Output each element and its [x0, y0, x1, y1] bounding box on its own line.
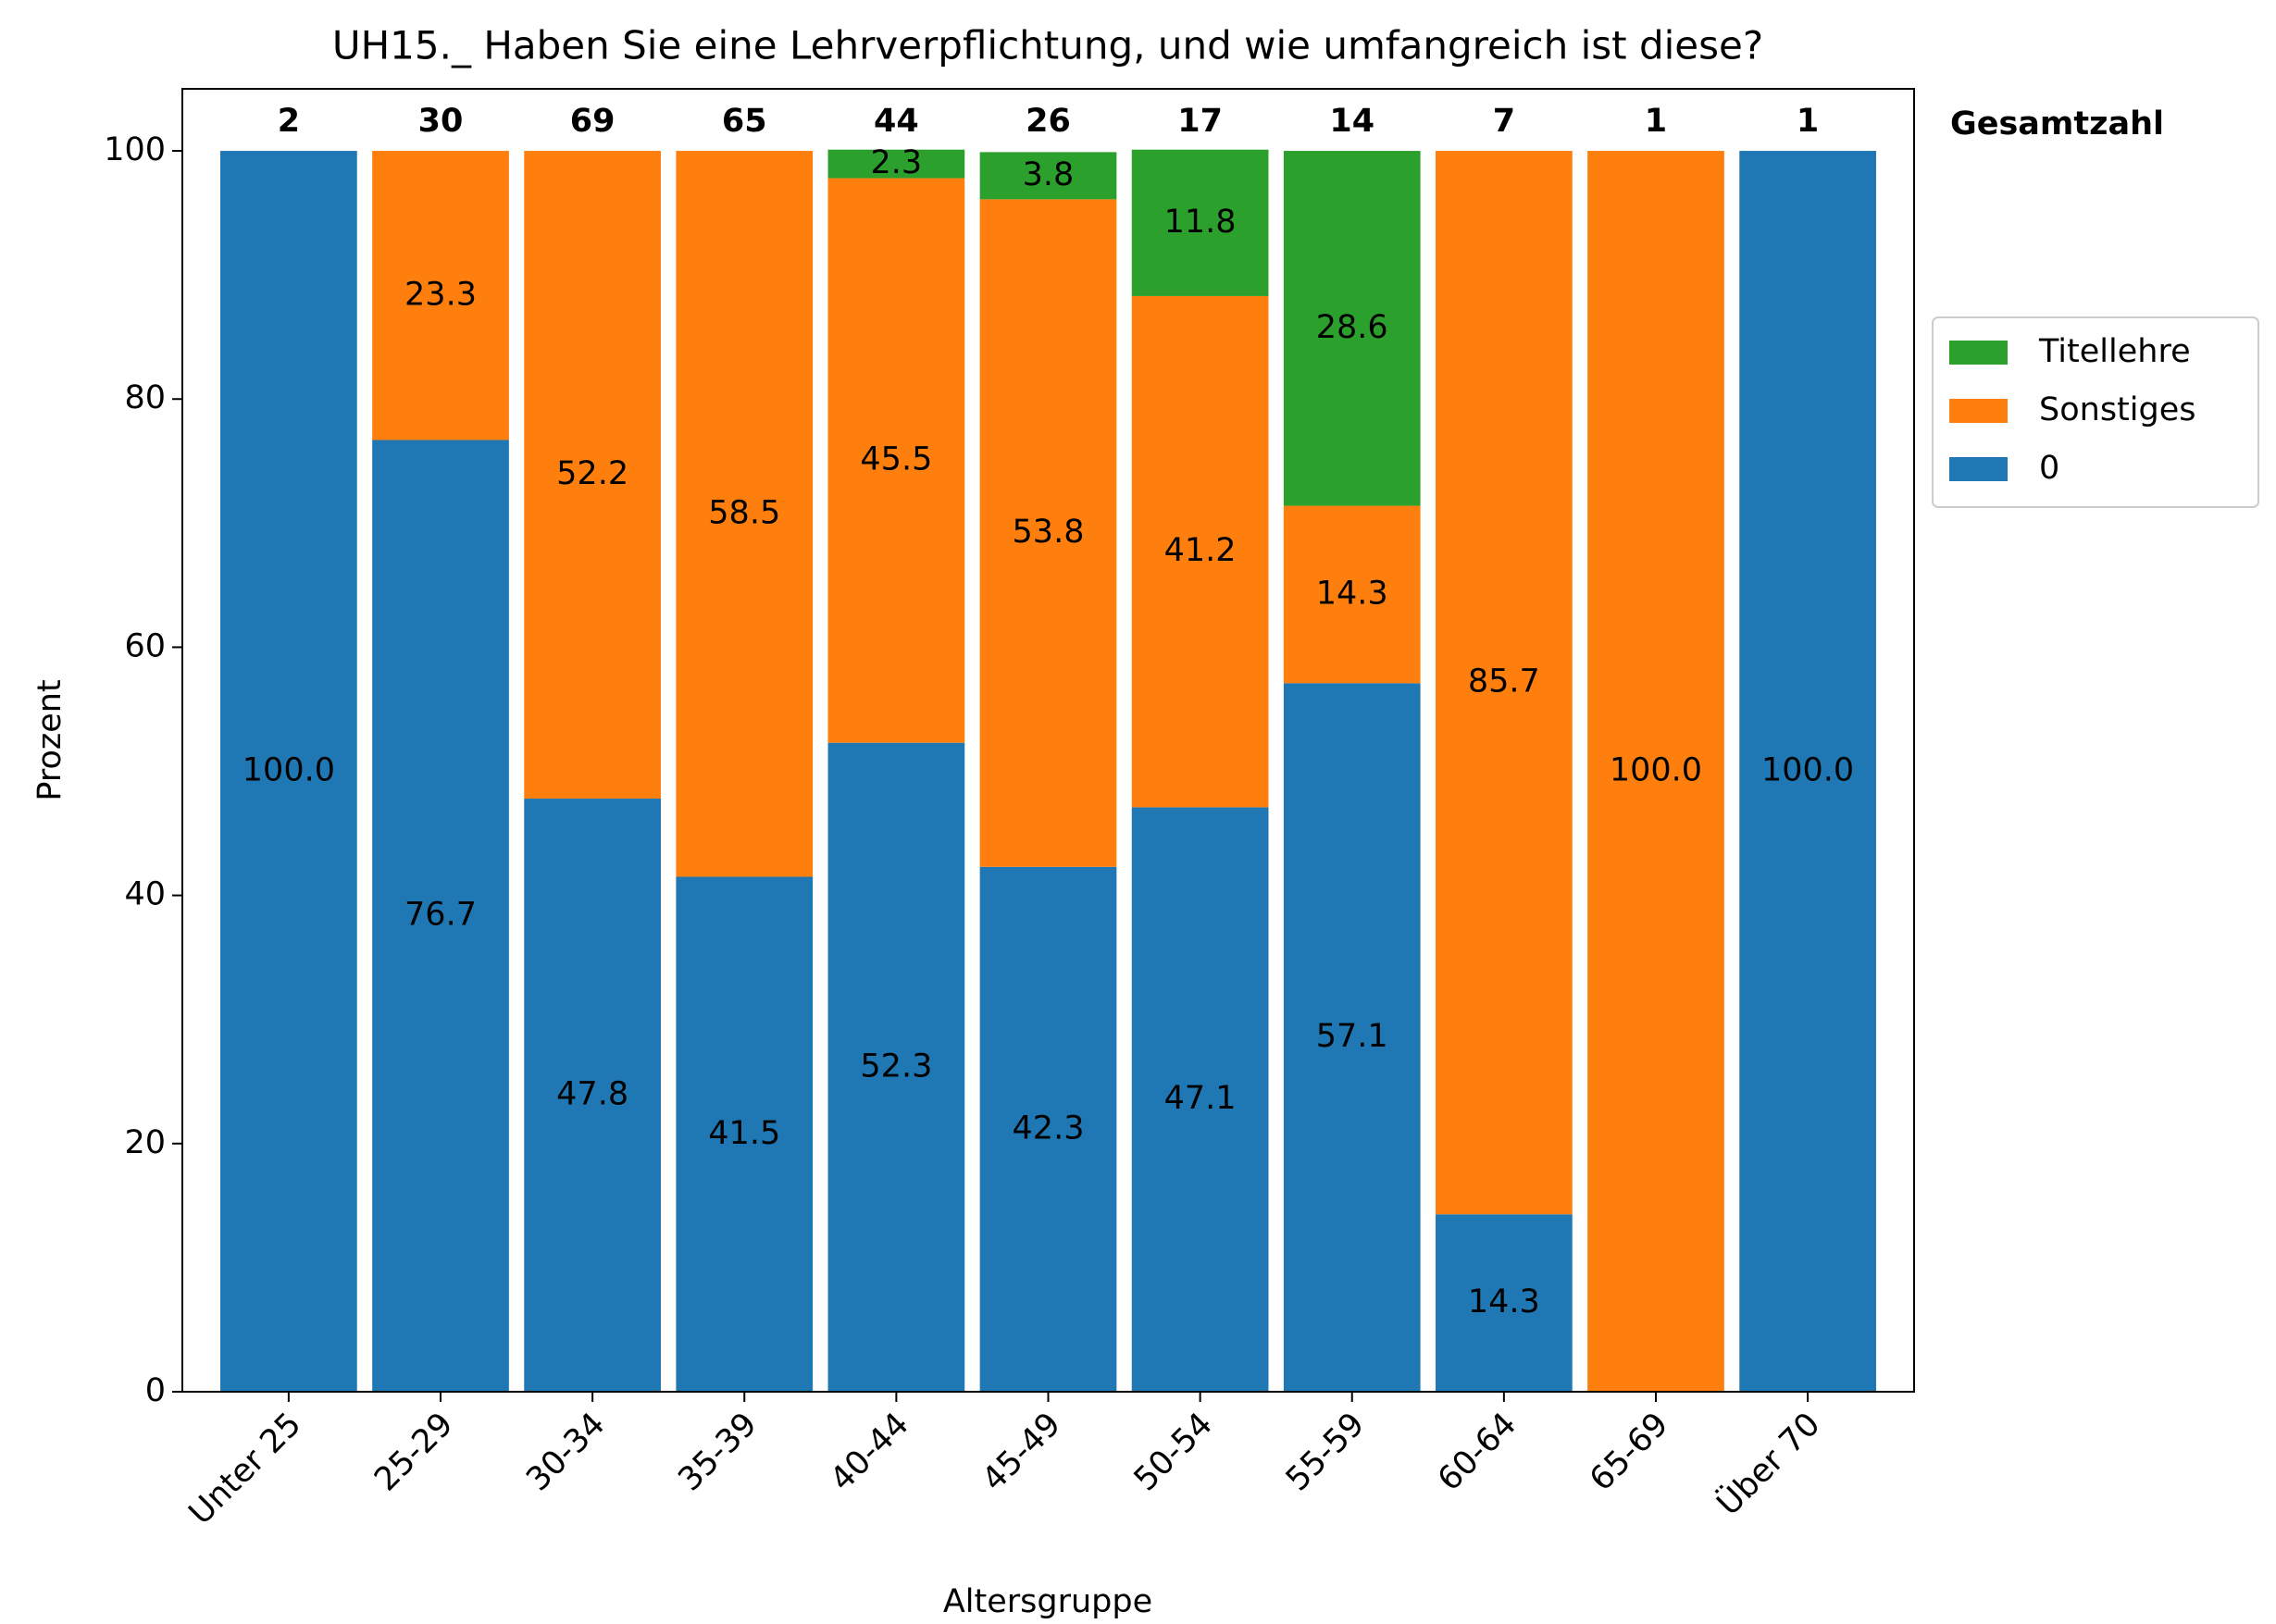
bar-segment	[524, 799, 661, 1392]
total-label: 17	[1177, 103, 1223, 140]
x-tick-label: 45-49	[976, 1406, 1068, 1498]
total-label: 30	[418, 103, 464, 140]
total-label: 69	[570, 103, 616, 140]
data-label: 100.0	[1610, 752, 1702, 789]
total-label: 26	[1026, 103, 1071, 140]
data-label: 47.1	[1164, 1080, 1237, 1117]
bar-segment	[1131, 807, 1269, 1392]
data-label: 100.0	[243, 752, 335, 789]
bar-segment	[827, 742, 965, 1392]
data-label: 2.3	[871, 144, 923, 181]
totals-title: Gesamtzahl	[1950, 105, 2164, 143]
x-tick-label: 65-69	[1583, 1406, 1675, 1498]
data-label: 76.7	[404, 897, 477, 934]
total-label: 2	[278, 103, 300, 140]
y-axis-label: Prozent	[31, 679, 68, 800]
x-tick-label: 55-59	[1279, 1406, 1372, 1498]
data-label: 23.3	[404, 276, 477, 313]
legend-swatch	[1949, 341, 2008, 365]
data-label: 57.1	[1316, 1018, 1388, 1055]
x-axis-label: Altersgruppe	[943, 1583, 1152, 1620]
total-label: 1	[1645, 103, 1667, 140]
y-tick-label: 80	[124, 379, 166, 416]
data-label: 14.3	[1316, 575, 1388, 612]
bar-segment	[220, 151, 357, 1393]
legend-label: Sonstiges	[2039, 391, 2195, 428]
y-tick-label: 20	[124, 1124, 166, 1161]
data-label: 42.3	[1013, 1110, 1085, 1147]
bar-segment	[1283, 505, 1421, 684]
bar-segment	[1131, 295, 1269, 808]
total-label: 1	[1797, 103, 1819, 140]
x-tick-label: Über 70	[1709, 1405, 1827, 1523]
bar-segment	[524, 151, 661, 800]
bar-segment	[1283, 683, 1421, 1392]
x-tick-label: Unter 25	[182, 1406, 309, 1532]
bar-segment	[1283, 151, 1421, 506]
bar-segment	[1436, 1214, 1573, 1392]
bar-segment	[676, 876, 814, 1392]
plot-frame	[181, 88, 1915, 1393]
x-tick-label: 25-29	[367, 1406, 460, 1498]
legend-box	[1932, 316, 2259, 508]
x-tick-label: 60-64	[1431, 1406, 1524, 1498]
data-label: 58.5	[708, 494, 780, 531]
data-label: 3.8	[1023, 156, 1075, 193]
bar-segment	[1436, 151, 1573, 1215]
data-label: 41.5	[708, 1115, 780, 1152]
y-tick-label: 60	[124, 627, 166, 664]
data-label: 11.8	[1164, 204, 1237, 241]
x-tick-label: 40-44	[824, 1406, 916, 1498]
bar-segment	[1131, 149, 1269, 296]
data-label: 52.2	[556, 455, 628, 492]
total-label: 7	[1493, 103, 1515, 140]
legend-label: 0	[2039, 450, 2059, 487]
data-label: 28.6	[1316, 309, 1388, 346]
y-tick-label: 40	[124, 876, 166, 913]
bar-segment	[372, 151, 509, 440]
data-label: 100.0	[1761, 752, 1854, 789]
legend-swatch	[1949, 457, 2008, 481]
data-label: 85.7	[1468, 663, 1540, 700]
data-label: 14.3	[1468, 1283, 1540, 1320]
bar-segment	[979, 152, 1117, 200]
total-label: 14	[1329, 103, 1374, 140]
y-tick-label: 0	[145, 1372, 166, 1409]
bar-segment	[979, 199, 1117, 867]
x-tick-label: 35-39	[671, 1406, 764, 1498]
data-label: 45.5	[860, 441, 932, 478]
data-label: 52.3	[860, 1048, 932, 1085]
data-label: 53.8	[1013, 514, 1085, 551]
bar-segment	[676, 151, 814, 877]
bar-segment	[1587, 151, 1724, 1393]
bar-segment	[827, 178, 965, 743]
x-tick-label: 50-54	[1127, 1406, 1220, 1498]
total-label: 65	[722, 103, 767, 140]
bar-segment	[1739, 151, 1876, 1393]
data-label: 47.8	[556, 1076, 628, 1113]
total-label: 44	[874, 103, 919, 140]
chart-title: UH15._ Haben Sie eine Lehrverpflichtung,…	[332, 23, 1763, 68]
legend-label: Titellehre	[2038, 333, 2191, 370]
legend-swatch	[1949, 399, 2008, 423]
bar-segment	[827, 149, 965, 179]
y-tick-label: 100	[104, 131, 166, 168]
bar-segment	[979, 866, 1117, 1392]
x-tick-label: 30-34	[519, 1406, 612, 1498]
data-label: 41.2	[1164, 532, 1237, 569]
bar-segment	[372, 440, 509, 1393]
